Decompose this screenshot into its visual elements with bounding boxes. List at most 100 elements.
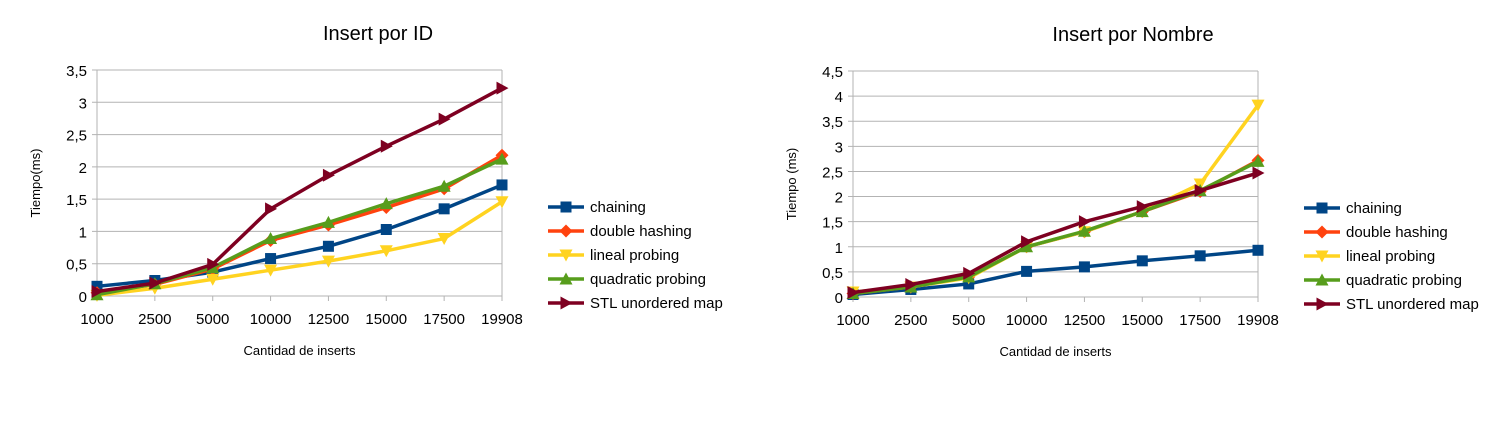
x-tick-label: 12500 — [1064, 312, 1106, 329]
y-tick-label: 3,5 — [822, 114, 843, 131]
data-point — [265, 202, 278, 216]
legend-marker — [559, 272, 573, 285]
legend-item: STL unordered map — [548, 295, 723, 312]
data-point — [380, 139, 393, 153]
legend-marker — [1315, 250, 1329, 263]
series-2 — [846, 153, 1265, 300]
legend-item: lineal probing — [548, 247, 679, 264]
legend-label: STL unordered map — [590, 295, 723, 312]
data-point — [1021, 265, 1033, 277]
x-tick-label: 17500 — [423, 311, 465, 328]
data-point — [91, 284, 104, 298]
data-point — [963, 266, 976, 280]
x-tick-label: 5000 — [196, 311, 229, 328]
data-point — [905, 277, 918, 291]
data-point — [264, 232, 278, 245]
x-tick-label: 15000 — [365, 311, 407, 328]
data-point — [1136, 255, 1148, 267]
x-tick-label: 17500 — [1179, 312, 1221, 329]
data-point — [495, 196, 509, 209]
data-point — [379, 245, 393, 258]
data-point — [495, 152, 509, 165]
y-tick-label: 4,5 — [822, 64, 843, 81]
data-point — [1194, 250, 1206, 262]
data-point — [207, 257, 220, 271]
data-point — [1077, 224, 1091, 237]
data-point — [264, 264, 278, 277]
legend-item: double hashing — [548, 223, 692, 240]
legend-item: chaining — [548, 199, 646, 216]
data-point — [149, 276, 162, 290]
legend-item: chaining — [1304, 200, 1402, 217]
data-point — [438, 203, 450, 215]
y-tick-label: 1 — [79, 224, 87, 241]
legend-item: STL unordered map — [1304, 296, 1479, 313]
legend-marker — [1315, 225, 1329, 239]
legend-item: double hashing — [1304, 224, 1448, 241]
chart-1: Insert por ID 0 0,5 1 1,5 2 2,5 3 3,5 1000 2500 500… — [28, 23, 723, 358]
data-point — [1136, 200, 1149, 214]
y-tick-label: 2,5 — [822, 164, 843, 181]
y-tick-label: 0,5 — [66, 257, 87, 274]
legend-label: STL unordered map — [1346, 296, 1479, 313]
data-point — [379, 197, 393, 210]
series-line — [852, 104, 1260, 294]
data-point — [1252, 166, 1265, 180]
data-point — [437, 233, 451, 246]
legend-item: quadratic probing — [1304, 272, 1462, 289]
series-line — [96, 153, 503, 295]
legend-marker — [1316, 202, 1328, 214]
y-tick-label: 0 — [835, 290, 843, 307]
data-point — [1252, 244, 1264, 256]
legend-marker — [1316, 297, 1329, 311]
series-5 — [91, 81, 509, 298]
data-point — [1078, 261, 1090, 273]
chart-2: Insert por Nombre 0 0,5 1 1,5 2 2,5 3 3,5 4 4,5 100… — [784, 24, 1479, 359]
x-tick-label: 10000 — [250, 311, 292, 328]
data-point — [265, 253, 277, 265]
legend-marker — [559, 224, 573, 238]
x-tick-label: 2500 — [894, 312, 927, 329]
data-point — [438, 112, 451, 126]
series-line — [96, 200, 503, 298]
series-line — [852, 171, 1259, 295]
data-point — [206, 273, 220, 286]
data-point — [321, 215, 335, 228]
legend-label: double hashing — [590, 223, 692, 240]
y-tick-label: 2 — [79, 160, 87, 177]
chart-title: Insert por ID — [323, 23, 433, 45]
legend-marker — [560, 201, 572, 213]
x-axis-title: Cantidad de inserts — [243, 343, 356, 358]
y-tick-label: 3 — [79, 95, 87, 112]
data-point — [496, 81, 509, 95]
data-point — [380, 223, 392, 235]
x-tick-label: 12500 — [308, 311, 350, 328]
x-axis-title: Cantidad de inserts — [999, 344, 1112, 359]
data-point — [437, 179, 451, 192]
y-tick-label: 2 — [835, 190, 843, 207]
legend-label: lineal probing — [590, 247, 679, 264]
x-tick-label: 1000 — [836, 312, 869, 329]
data-point — [847, 285, 860, 299]
data-point — [322, 240, 334, 252]
y-tick-label: 2,5 — [66, 128, 87, 145]
data-point — [322, 168, 335, 182]
legend-marker — [560, 296, 573, 310]
y-axis-title: Tiempo (ms) — [784, 148, 799, 220]
y-tick-label: 1,5 — [66, 192, 87, 209]
legend-label: chaining — [1346, 200, 1402, 217]
data-point — [1021, 235, 1034, 249]
x-tick-label: 19908 — [1237, 312, 1279, 329]
data-point — [321, 255, 335, 268]
data-point — [1251, 99, 1265, 112]
legend-marker — [559, 249, 573, 262]
y-tick-label: 4 — [835, 89, 843, 106]
series-line — [852, 248, 1259, 297]
legend-item: quadratic probing — [548, 271, 706, 288]
data-point — [1135, 205, 1149, 218]
y-tick-label: 0,5 — [822, 265, 843, 282]
legend-item: lineal probing — [1304, 248, 1435, 265]
y-tick-label: 1,5 — [822, 215, 843, 232]
x-tick-label: 19908 — [481, 311, 523, 328]
